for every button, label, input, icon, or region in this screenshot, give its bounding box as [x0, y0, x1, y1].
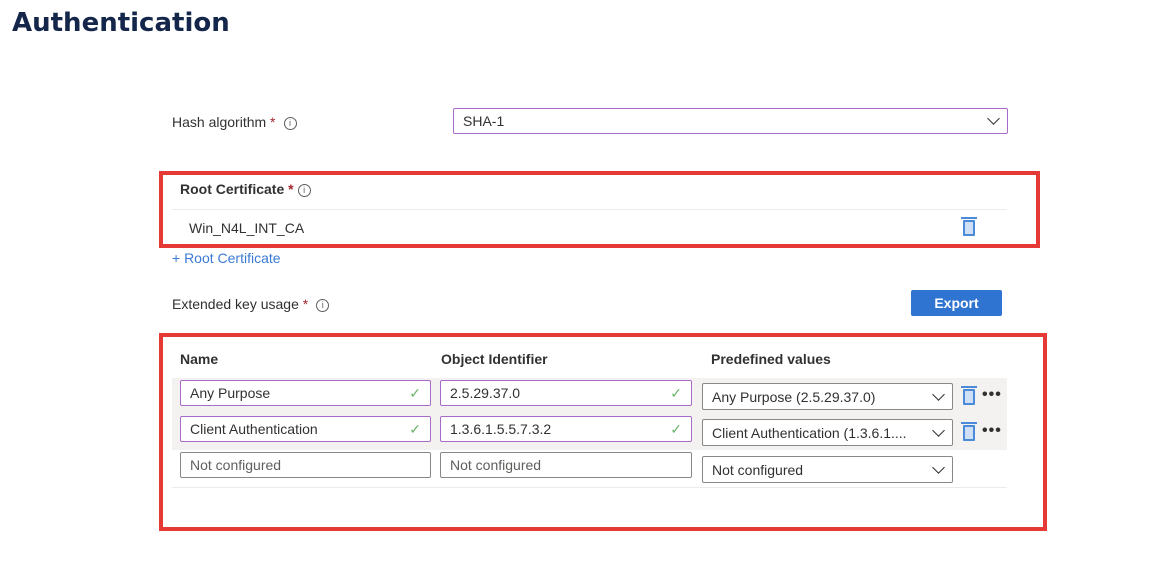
info-icon[interactable]: i [297, 183, 311, 197]
name-input[interactable]: Not configured [180, 452, 431, 478]
eku-table-highlight [159, 333, 1047, 531]
root-certificate-item: Win_N4L_INT_CA [189, 220, 305, 236]
info-icon[interactable]: i [316, 298, 330, 312]
predefined-select[interactable]: Any Purpose (2.5.29.37.0) [702, 383, 953, 410]
column-header-oid: Object Identifier [441, 351, 548, 367]
more-options-icon[interactable]: ••• [982, 422, 1002, 439]
delete-trash-icon[interactable] [961, 422, 977, 441]
delete-trash-icon[interactable] [961, 386, 977, 405]
divider [172, 487, 1007, 488]
check-icon: ✓ [409, 420, 421, 437]
divider [172, 209, 1007, 210]
delete-trash-icon[interactable] [961, 217, 977, 236]
check-icon: ✓ [409, 384, 421, 401]
hash-algorithm-label: Hash algorithm * i [172, 114, 297, 130]
oid-input[interactable]: 2.5.29.37.0 ✓ [440, 380, 692, 406]
chevron-down-icon [932, 387, 945, 401]
predefined-select[interactable]: Client Authentication (1.3.6.1.... [702, 419, 953, 446]
check-icon: ✓ [670, 420, 682, 437]
extended-key-usage-label: Extended key usage * i [172, 296, 330, 312]
hash-algorithm-select[interactable]: SHA-1 [453, 108, 1008, 134]
add-root-certificate-link[interactable]: + Root Certificate [172, 250, 281, 266]
predefined-select[interactable]: Not configured [702, 456, 953, 483]
oid-input[interactable]: Not configured [440, 452, 692, 478]
name-input[interactable]: Any Purpose ✓ [180, 380, 431, 406]
info-icon[interactable]: i [283, 116, 297, 130]
more-options-icon[interactable]: ••• [982, 386, 1002, 403]
chevron-down-icon [932, 423, 945, 437]
column-header-predefined: Predefined values [711, 351, 831, 367]
check-icon: ✓ [670, 384, 682, 401]
root-certificate-highlight [159, 171, 1040, 248]
column-header-name: Name [180, 351, 219, 367]
oid-input[interactable]: 1.3.6.1.5.5.7.3.2 ✓ [440, 416, 692, 442]
root-certificate-label: Root Certificate * i [180, 181, 311, 197]
page-title: Authentication [12, 8, 230, 38]
chevron-down-icon [932, 460, 945, 474]
chevron-down-icon [987, 112, 1000, 125]
export-button[interactable]: Export [911, 290, 1002, 316]
name-input[interactable]: Client Authentication ✓ [180, 416, 431, 442]
